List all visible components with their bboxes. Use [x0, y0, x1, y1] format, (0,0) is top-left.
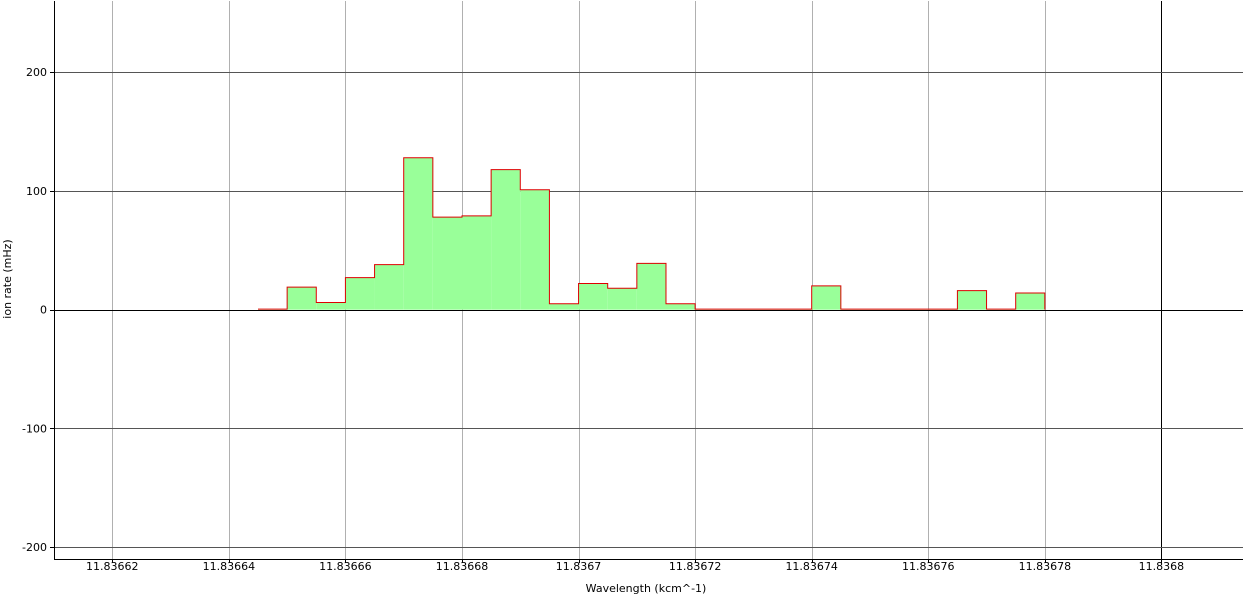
x-tick-label: 11.83668 [436, 560, 489, 573]
y-axis-tick-labels: -200 -100 0 100 200 [22, 66, 47, 554]
histogram-bar [520, 189, 550, 310]
x-axis-title: Wavelength (kcm^-1) [586, 582, 707, 595]
x-tick-label: 11.83676 [902, 560, 955, 573]
histogram-bar [461, 215, 492, 310]
histogram-bar [374, 264, 404, 310]
x-tick-label: 11.83674 [785, 560, 838, 573]
histogram-bar [811, 285, 841, 310]
y-axis-title: ion rate (mHz) [1, 239, 14, 318]
histogram-bar [403, 157, 433, 310]
histogram-bar [607, 288, 637, 310]
x-tick-label: 11.83664 [203, 560, 256, 573]
y-tick-label: 0 [40, 304, 47, 317]
axes [50, 1, 1243, 563]
histogram-outline [257, 157, 1046, 310]
histogram-bar [345, 277, 375, 310]
x-axis-tick-labels: 11.83662 11.83664 11.83666 11.83668 11.8367 1… [86, 560, 1184, 573]
histogram-bar [665, 303, 696, 310]
x-tick-label: 11.83662 [86, 560, 139, 573]
histogram-bar [287, 287, 317, 310]
histogram-bar [636, 263, 666, 310]
x-tick-label: 11.83672 [669, 560, 722, 573]
x-tick-label: 11.8367 [556, 560, 602, 573]
y-tick-label: 200 [26, 66, 47, 79]
x-tick-label: 11.8368 [1139, 560, 1185, 573]
histogram-bar [549, 303, 579, 310]
histogram-bar [432, 217, 462, 310]
x-tick-label: 11.83678 [1019, 560, 1072, 573]
histogram-bar [578, 283, 608, 310]
histogram-bar [957, 290, 987, 310]
histogram-bars [257, 157, 1045, 310]
histogram-bar [491, 169, 521, 310]
histogram-bar [316, 302, 346, 310]
y-tick-label: -200 [22, 541, 47, 554]
grid-lines [54, 1, 1243, 559]
histogram-bar [1015, 293, 1045, 310]
y-tick-label: 100 [26, 185, 47, 198]
y-tick-label: -100 [22, 422, 47, 435]
x-tick-label: 11.83666 [319, 560, 372, 573]
